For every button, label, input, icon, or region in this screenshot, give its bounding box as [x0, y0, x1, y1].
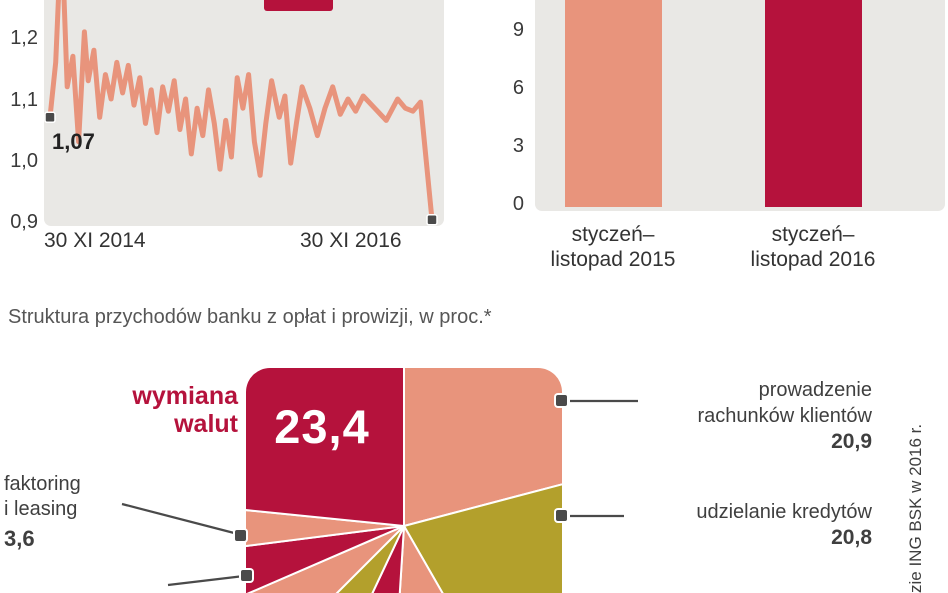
label-wymiana-line1: wymiana	[132, 382, 238, 410]
marker-udzielanie	[556, 510, 567, 521]
marker-cropped-slice	[241, 570, 252, 581]
label-udzielanie-line1: udzielanie kredytów	[696, 501, 872, 523]
line-ytick-1-0: 1,0	[10, 150, 38, 172]
label-faktoring-line1: faktoring	[4, 473, 81, 495]
line-ytick-1-2: 1,2	[10, 27, 38, 49]
label-prowadzenie-line2: rachunków klientów	[697, 405, 872, 427]
label-prowadzenie: prowadzenie rachunków klientów 20,9	[610, 377, 872, 455]
bar-label-2015-line1: styczeń–	[571, 223, 655, 246]
line-xtick-2014: 30 XI 2014	[44, 229, 146, 252]
bar-ytick-0: 0	[512, 193, 524, 215]
label-wymiana-walut: wymiana walut	[50, 382, 238, 438]
label-udzielanie: udzielanie kredytów 20,8	[610, 499, 872, 551]
bar-chart-svg	[565, 0, 862, 207]
label-faktoring-line2: i leasing	[4, 498, 78, 520]
line-chart-svg	[44, 0, 438, 226]
pie-chart	[240, 362, 570, 593]
bar-label-2016-line1: styczeń–	[771, 223, 855, 246]
line-chart-plot	[44, 0, 444, 226]
bar-chart-plot	[535, 0, 945, 211]
pie-section-title: Struktura przychodów banku z opłat i pro…	[8, 306, 492, 328]
pie-chart-svg	[246, 368, 562, 593]
line-start-value-label: 1,07	[52, 129, 95, 154]
source-note-vertical: zie ING BSK w 2016 r.	[906, 423, 925, 593]
bar-ytick-9: 9	[512, 19, 524, 41]
value-faktoring: 3,6	[4, 526, 35, 551]
label-faktoring: faktoring i leasing 3,6	[4, 472, 81, 551]
pie-big-value: 23,4	[274, 400, 370, 453]
bar-label-2015-line2: listopad 2015	[550, 248, 676, 271]
bar-label-2015: styczeń– listopad 2015	[523, 222, 703, 272]
marker-prowadzenie	[556, 395, 567, 406]
value-udzielanie: 20,8	[831, 526, 872, 549]
line-ytick-1-1: 1,1	[10, 89, 38, 111]
bar-label-2016-line2: listopad 2016	[750, 248, 876, 271]
bar-ytick-3: 3	[512, 135, 524, 157]
cropped-callout-box	[264, 0, 333, 11]
bar-label-2016: styczeń– listopad 2016	[723, 222, 903, 272]
line-xtick-2016: 30 XI 2016	[300, 229, 402, 252]
line-ytick-0-9: 0,9	[10, 211, 38, 233]
bar-ytick-6: 6	[512, 77, 524, 99]
label-wymiana-line2: walut	[174, 410, 238, 438]
value-prowadzenie: 20,9	[831, 430, 872, 453]
marker-faktoring	[235, 530, 246, 541]
label-prowadzenie-line1: prowadzenie	[758, 379, 872, 401]
